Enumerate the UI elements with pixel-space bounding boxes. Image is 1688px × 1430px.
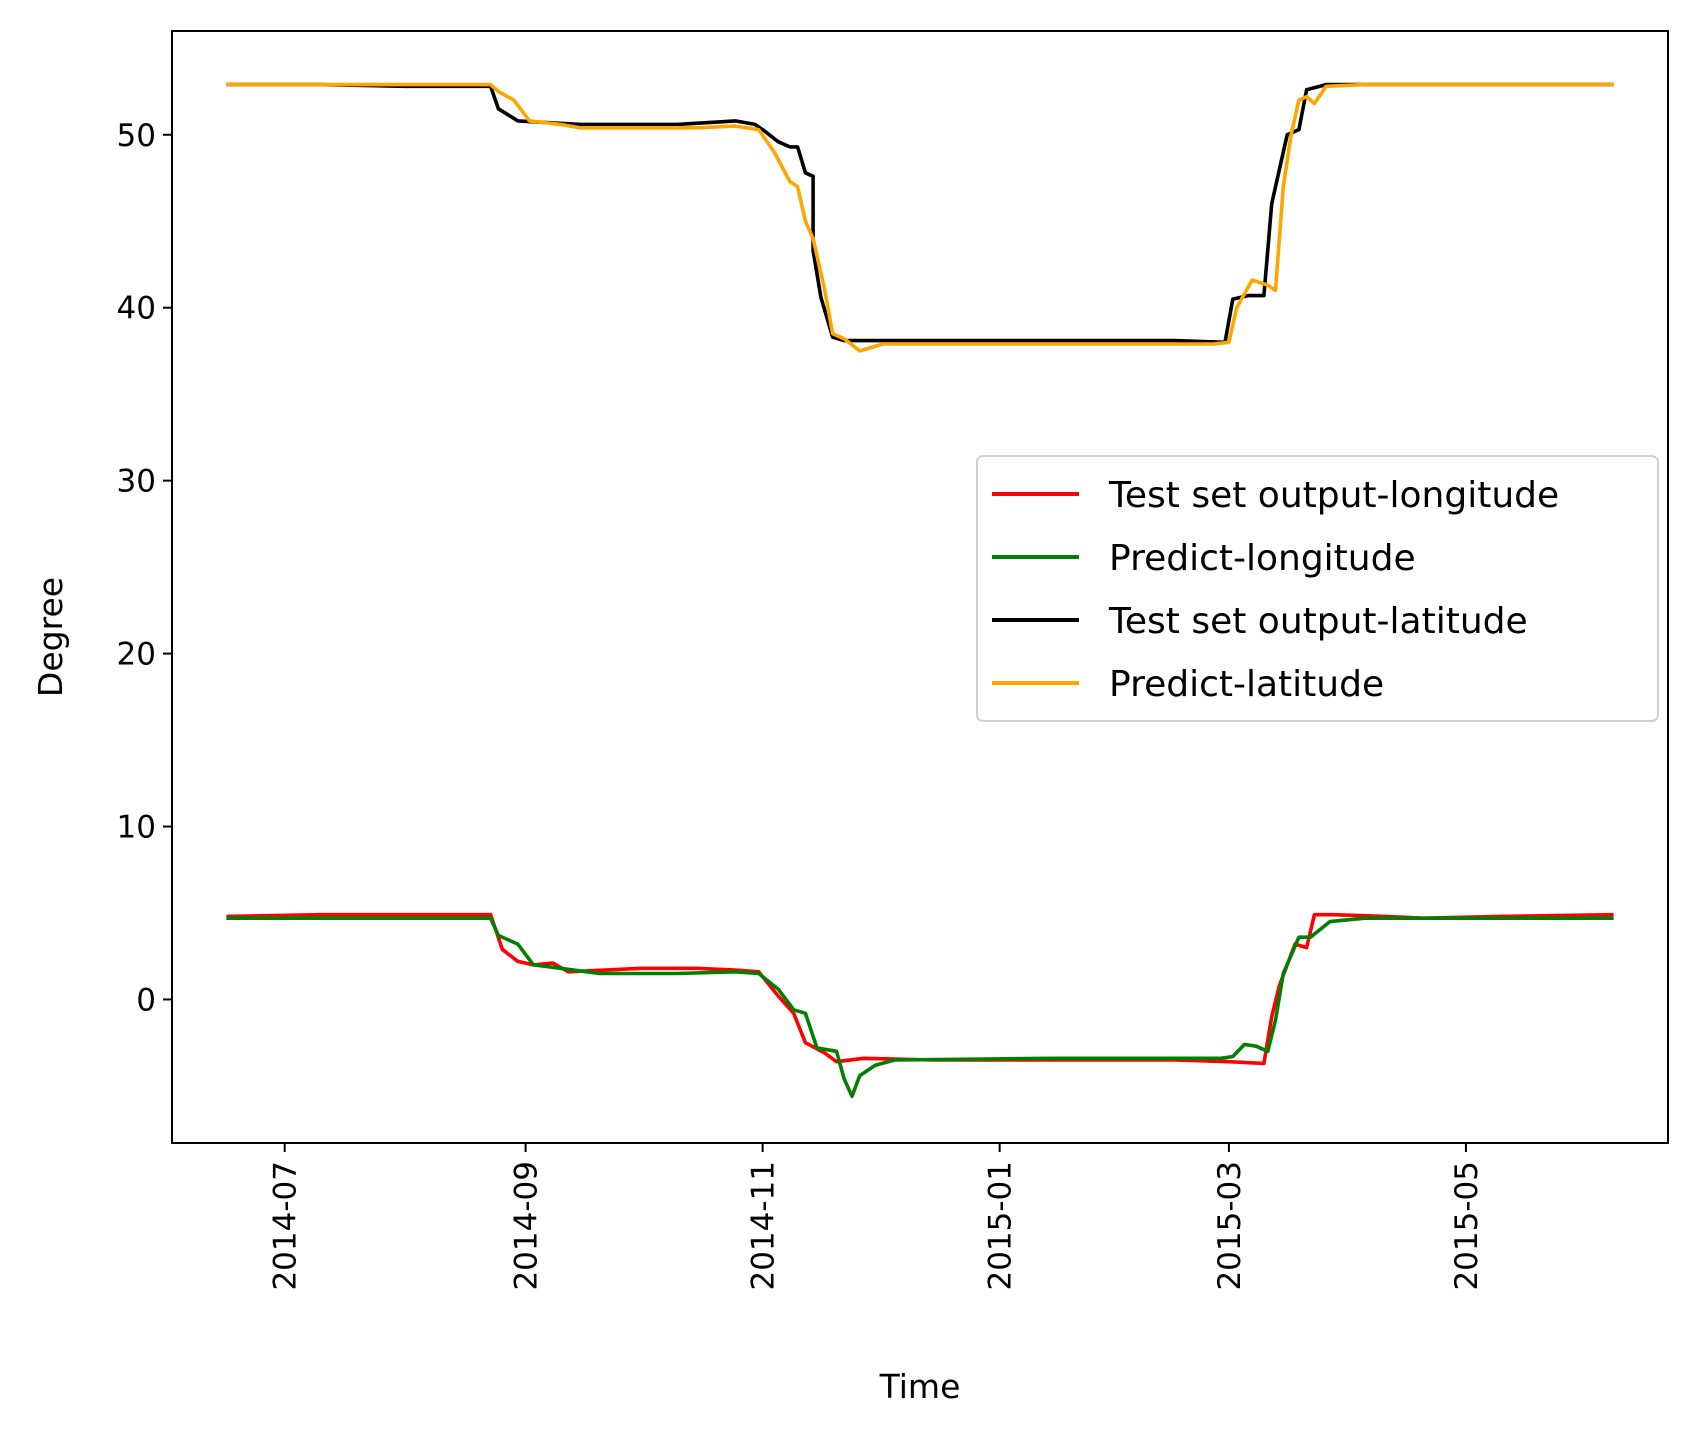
x-tick-label: 2014-11 [746,1161,782,1291]
y-tick-label: 10 [117,810,156,846]
x-axis-title: Time [879,1367,961,1406]
x-tick-label: 2015-01 [983,1161,1019,1291]
x-tick-label: 2015-05 [1449,1161,1485,1291]
series-line-predict-latitude [226,82,1614,353]
legend-label: Predict-longitude [1109,538,1416,579]
y-tick-label: 0 [136,982,156,1018]
legend-label: Predict-latitude [1109,664,1384,705]
x-tick-label: 2014-07 [268,1161,304,1291]
plot-area-frame [171,30,1669,1144]
y-tick-label: 20 [117,637,156,673]
series-line-predict-longitude [226,916,1614,1099]
y-tick-label: 40 [117,291,156,327]
y-axis-title: Degree [31,577,70,697]
series-line-test-set-output-longitude [226,912,1614,1066]
x-axis: 2014-07 2014-09 2014-11 2015-01 2015-03 2015-… [268,1143,1485,1291]
y-tick-label: 30 [117,464,156,500]
x-tick-label: 2014-09 [509,1161,545,1291]
legend: Test set output-longitude Predict-longitu… [976,455,1659,722]
legend-label: Test set output-longitude [1108,475,1559,516]
legend-label: Test set output-latitude [1108,601,1528,642]
y-axis: 0 10 20 30 40 50 [117,118,172,1018]
y-tick-label: 50 [117,118,156,154]
x-tick-label: 2015-03 [1212,1161,1248,1291]
legend-box [976,455,1659,722]
series-lines [226,82,1614,1099]
